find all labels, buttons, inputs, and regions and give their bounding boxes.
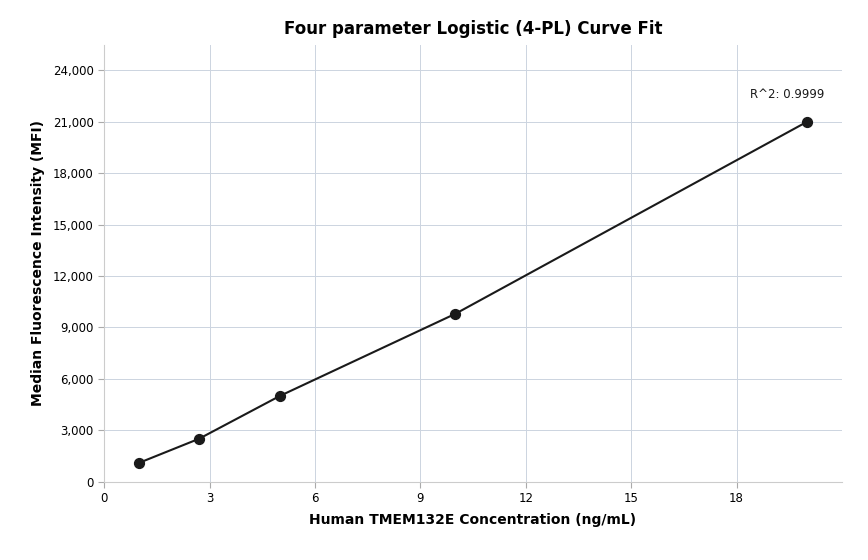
Text: R^2: 0.9999: R^2: 0.9999 [750,88,825,101]
Y-axis label: Median Fluorescence Intensity (MFI): Median Fluorescence Intensity (MFI) [30,120,44,406]
Point [132,458,146,467]
Point [800,118,814,127]
X-axis label: Human TMEM132E Concentration (ng/mL): Human TMEM132E Concentration (ng/mL) [310,514,636,528]
Point [192,435,206,444]
Point [449,309,463,318]
Point [273,391,286,400]
Title: Four parameter Logistic (4-PL) Curve Fit: Four parameter Logistic (4-PL) Curve Fit [284,20,662,38]
